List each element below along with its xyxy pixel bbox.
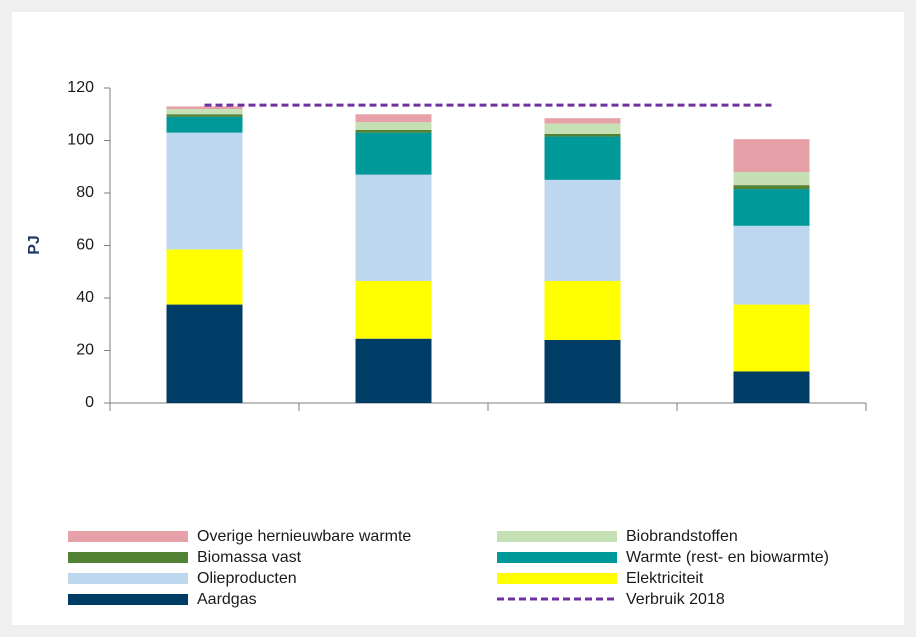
legend-swatch — [68, 594, 188, 605]
legend-label: Biomassa vast — [197, 549, 302, 566]
bar-segment — [544, 118, 621, 124]
y-tick-label: 100 — [67, 132, 94, 149]
y-tick-label: 20 — [76, 342, 94, 359]
legend-swatch — [497, 552, 617, 563]
bar-segment — [733, 139, 810, 172]
bar-segment — [733, 189, 810, 226]
bar-segment — [544, 179, 621, 281]
legend-swatch — [68, 573, 188, 584]
bar-segment — [733, 225, 810, 305]
bar-segment — [166, 304, 243, 403]
bar-segment — [544, 133, 621, 137]
bar-segment — [355, 280, 432, 339]
legend-label: Aardgas — [197, 591, 257, 608]
y-tick-label: 60 — [76, 237, 94, 254]
legend-label: Warmte (rest- en biowarmte) — [626, 549, 829, 566]
bar-segment — [166, 106, 243, 109]
bar-segment — [355, 114, 432, 123]
y-tick-label: 0 — [85, 394, 94, 411]
legend-swatch — [68, 552, 188, 563]
legend-label: Elektriciteit — [626, 570, 704, 587]
bar-segment — [733, 304, 810, 372]
bar-segment — [166, 132, 243, 250]
y-axis-label: PJ — [26, 235, 43, 255]
bar-segment — [355, 338, 432, 403]
legend-swatch — [68, 531, 188, 542]
bar-segment — [355, 132, 432, 175]
legend-label: Overige hernieuwbare warmte — [197, 528, 411, 545]
legend-label: Olieproducten — [197, 570, 297, 587]
bar-segment — [166, 114, 243, 117]
bar-segment — [355, 174, 432, 281]
y-tick-label: 40 — [76, 289, 94, 306]
y-tick-label: 80 — [76, 184, 94, 201]
bar-segment — [733, 371, 810, 403]
bar-segment — [544, 123, 621, 134]
legend-swatch — [497, 531, 617, 542]
bar-segment — [355, 122, 432, 130]
legend-label: Verbruik 2018 — [626, 591, 725, 608]
bar-segment — [166, 249, 243, 305]
legend-swatch — [497, 573, 617, 584]
bar-segment — [355, 130, 432, 133]
bar-segment — [544, 340, 621, 403]
bar-segment — [544, 136, 621, 180]
bar-segment — [166, 116, 243, 133]
bar-segment — [733, 185, 810, 190]
y-tick-label: 120 — [67, 79, 94, 96]
bar-segment — [733, 172, 810, 186]
bar-segment — [166, 109, 243, 115]
legend-label: Biobrandstoffen — [626, 528, 738, 545]
bar-segment — [544, 280, 621, 340]
